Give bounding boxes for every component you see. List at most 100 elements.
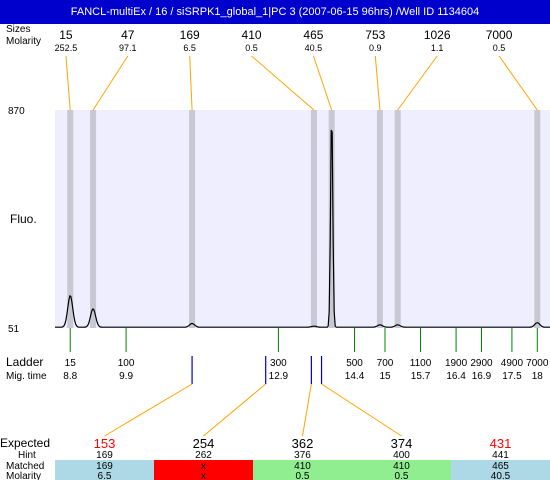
- peak-molarity-label: 0.5: [493, 43, 506, 53]
- y-axis-label: Fluo.: [10, 212, 37, 226]
- hint-size-label: 376: [294, 450, 311, 461]
- peak-band: [376, 110, 383, 328]
- matched-size-label: 410: [393, 461, 410, 472]
- peak-callout-line: [312, 55, 333, 111]
- matched-molarity-label: 0.5: [395, 471, 409, 480]
- peak-size-label: 7000: [486, 28, 513, 42]
- ladder-mig-label: 15.7: [411, 371, 431, 382]
- hint-row-label: Hint: [18, 450, 36, 461]
- expected-cell-background: [253, 460, 352, 480]
- molarity-row-label-bottom: Molarity: [6, 471, 41, 480]
- ladder-mig-label: 15: [379, 371, 391, 382]
- ladder-size-label: 300: [270, 358, 287, 369]
- ladder-mig-label: 17.5: [502, 371, 522, 382]
- ladder-mig-label: 16.4: [446, 371, 466, 382]
- peak-callout-line: [92, 55, 129, 111]
- hint-size-label: 169: [96, 450, 113, 461]
- matched-molarity-label: 0.5: [296, 471, 310, 480]
- matched-molarity-label: x: [201, 471, 206, 480]
- peak-band: [189, 110, 196, 328]
- expected-cell-background: [451, 460, 550, 480]
- ladder-size-label: 2900: [470, 358, 493, 369]
- peak-molarity-label: 252.5: [55, 43, 78, 53]
- peak-callout-line: [374, 55, 381, 111]
- peak-callout-line: [65, 55, 71, 111]
- ladder-mig-label: 8.8: [63, 371, 77, 382]
- peak-callout-line: [498, 55, 538, 111]
- expected-size-label: 431: [490, 436, 512, 451]
- ladder-size-label: 1100: [410, 358, 432, 369]
- peak-callout-line: [251, 55, 315, 111]
- ladder-label: Ladder: [6, 355, 43, 369]
- expected-cell-background: [352, 460, 451, 480]
- ladder-size-label: 7000: [526, 358, 549, 369]
- expected-cell-background: [154, 460, 253, 480]
- peak-band: [67, 110, 74, 328]
- peak-size-label: 15: [59, 28, 73, 42]
- matched-size-label: 410: [294, 461, 311, 472]
- peak-molarity-label: 0.9: [369, 43, 382, 53]
- ladder-size-label: 15: [65, 358, 77, 369]
- peak-molarity-label: 1.1: [431, 43, 444, 53]
- hint-size-label: 262: [195, 450, 212, 461]
- expected-callout-line: [321, 383, 402, 437]
- peak-size-label: 169: [180, 28, 200, 42]
- y-tick-label-max: 870: [8, 106, 25, 117]
- ladder-mig-label: 14.4: [345, 371, 365, 382]
- ladder-size-label: 100: [118, 358, 135, 369]
- peak-band: [394, 110, 401, 328]
- peak-molarity-label: 0.5: [245, 43, 258, 53]
- matched-molarity-label: 6.5: [98, 471, 112, 480]
- window-title: FANCL-multiEx / 16 / siSRPK1_global_1|PC…: [0, 0, 550, 24]
- peak-size-label: 47: [121, 28, 135, 42]
- matched-row-label: Matched: [6, 461, 44, 472]
- y-tick-label-min: 51: [8, 324, 20, 335]
- expected-size-label: 254: [193, 436, 215, 451]
- expected-callout-line: [302, 383, 312, 437]
- ladder-size-label: 500: [346, 358, 363, 369]
- ladder-mig-label: 18: [532, 371, 544, 382]
- ladder-row: Ladder Mig. time 15 8.8 100 9.9 300 12.9 500 14.4…: [6, 328, 549, 382]
- ladder-mig-label: 12.9: [269, 371, 289, 382]
- peak-band: [90, 110, 97, 328]
- ladder-mig-label: 9.9: [119, 371, 133, 382]
- peak-callout-line: [189, 55, 193, 111]
- matched-size-label: 169: [96, 461, 113, 472]
- expected-size-label: 153: [94, 436, 116, 451]
- matched-size-label: x: [201, 461, 206, 472]
- peak-callout-line: [397, 55, 438, 111]
- hint-size-label: 441: [492, 450, 509, 461]
- expected-size-label: 362: [292, 436, 314, 451]
- fluorescence-trace: [55, 129, 550, 328]
- peak-band: [328, 110, 335, 328]
- expected-cell-background: [55, 460, 154, 480]
- peak-size-label: 753: [365, 28, 385, 42]
- ladder-size-label: 1900: [445, 358, 468, 369]
- peak-molarity-label: 40.5: [305, 43, 323, 53]
- expected-size-label: 374: [391, 436, 413, 451]
- expected-row-label: Expected: [0, 436, 50, 450]
- ladder-size-label: 700: [377, 358, 394, 369]
- sizes-row-label: Sizes: [6, 24, 30, 35]
- peak-band: [534, 110, 541, 328]
- peak-size-label: 465: [303, 28, 323, 42]
- matched-size-label: 465: [492, 461, 509, 472]
- peak-molarity-label: 6.5: [183, 43, 196, 53]
- expected-callout-line: [203, 383, 267, 437]
- peak-size-label: 1026: [424, 28, 451, 42]
- plot-background: [55, 110, 550, 328]
- peak-molarity-label: 97.1: [119, 43, 137, 53]
- hint-size-label: 400: [393, 450, 410, 461]
- matched-molarity-label: 40.5: [491, 471, 511, 480]
- y-axis: 870 51 Fluo.: [8, 106, 37, 335]
- ladder-size-label: 4900: [501, 358, 524, 369]
- expected-callout-line: [104, 383, 193, 437]
- mig-time-label: Mig. time: [6, 371, 47, 382]
- expected-table: ExpectedHintMatchedMolarity1531691696.52…: [0, 356, 550, 480]
- molarity-row-label: Molarity: [6, 36, 41, 47]
- ladder-mig-label: 16.9: [472, 371, 492, 382]
- plot-area: [55, 110, 550, 328]
- peak-band: [310, 110, 317, 328]
